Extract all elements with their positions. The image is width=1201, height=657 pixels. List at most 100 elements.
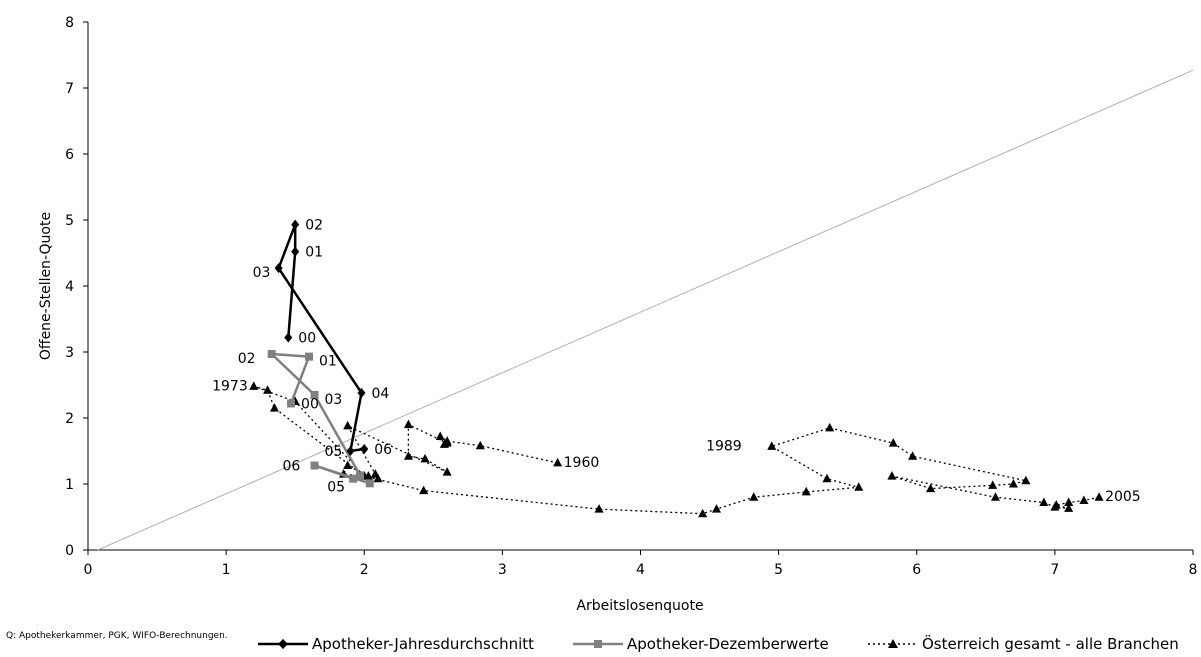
data-point: [442, 438, 452, 447]
y-tick-label: 2: [65, 411, 74, 427]
x-tick-label: 6: [912, 562, 921, 578]
data-point: [594, 504, 604, 513]
point-label: 01: [319, 354, 337, 370]
data-point: [403, 451, 413, 460]
point-label: 00: [301, 396, 319, 412]
data-point: [360, 444, 369, 455]
x-tick-label: 7: [1050, 562, 1059, 578]
data-point: [267, 349, 276, 358]
series-layer: [249, 219, 1104, 518]
data-point: [356, 471, 365, 480]
legend-label: Österreich gesamt - alle Branchen: [922, 635, 1179, 653]
data-point: [419, 485, 429, 495]
x-tick-label: 4: [636, 562, 645, 578]
point-label: 03: [325, 392, 343, 408]
data-point: [1094, 492, 1104, 501]
data-point: [287, 399, 296, 408]
data-point: [310, 390, 319, 399]
data-point: [698, 508, 708, 518]
series-line: [253, 385, 1100, 515]
point-label: 1989: [706, 438, 742, 454]
data-point: [767, 441, 777, 450]
data-point: [343, 420, 353, 430]
x-tick-label: 0: [84, 562, 93, 578]
legend-swatch-diamond-icon: [258, 639, 308, 649]
data-point: [291, 246, 300, 257]
point-label: 06: [374, 442, 392, 458]
y-axis-title: Offene-Stellen-Quote: [38, 212, 54, 360]
data-point: [263, 385, 273, 394]
reference-layer: [97, 69, 1194, 551]
y-tick-label: 5: [65, 213, 74, 229]
data-point: [349, 474, 358, 483]
legend-item-jahresdurchschnitt: Apotheker-Jahresdurchschnitt: [256, 633, 556, 655]
y-tick-label: 4: [65, 279, 74, 295]
data-point: [343, 460, 353, 470]
x-tick-label: 1: [222, 562, 231, 578]
data-point: [926, 483, 936, 493]
x-tick-label: 3: [498, 562, 507, 578]
data-point: [711, 504, 721, 513]
point-label: 1973: [212, 378, 248, 394]
data-point: [435, 431, 445, 440]
data-point: [825, 422, 835, 432]
y-tick-label: 1: [65, 477, 74, 493]
point-label: 03: [253, 265, 271, 281]
data-point: [801, 486, 811, 496]
series-line: [270, 352, 371, 485]
data-point: [1064, 503, 1074, 512]
point-label: 1960: [564, 455, 600, 471]
x-tick-label: 5: [774, 562, 783, 578]
legend-label: Apotheker-Dezemberwerte: [627, 635, 829, 653]
data-point: [284, 332, 293, 343]
data-point: [274, 263, 283, 274]
data-point: [442, 467, 452, 476]
point-label: 01: [305, 245, 323, 261]
data-point: [475, 440, 485, 450]
data-point: [305, 352, 313, 361]
data-point: [403, 419, 413, 429]
data-point: [269, 403, 279, 412]
point-label: 05: [327, 480, 345, 496]
data-point: [822, 473, 832, 483]
data-point: [291, 219, 300, 230]
x-tick-label: 8: [1189, 562, 1198, 578]
data-point: [357, 387, 366, 398]
legend-swatch-triangle-icon: [868, 639, 918, 648]
data-point: [420, 453, 430, 463]
data-point: [887, 471, 897, 480]
y-tick-label: 6: [65, 147, 74, 163]
point-label: 04: [371, 386, 389, 402]
data-point: [373, 473, 383, 483]
data-point: [249, 381, 259, 390]
y-tick-label: 7: [65, 81, 74, 97]
data-point: [1039, 497, 1049, 506]
data-point: [888, 438, 898, 447]
data-point: [1051, 500, 1061, 509]
data-point: [553, 457, 563, 467]
data-point: [346, 446, 355, 456]
data-point: [749, 492, 759, 501]
source-note: Q: Apothekerkammer, PGK, WIFO-Berechnung…: [6, 631, 228, 641]
data-point: [365, 479, 374, 488]
data-point: [854, 482, 864, 491]
legend-item-oesterreich: Österreich gesamt - alle Branchen: [866, 633, 1201, 655]
point-label: 02: [238, 351, 256, 367]
point-label: 05: [324, 444, 342, 460]
data-point: [1008, 479, 1018, 488]
point-label: 02: [305, 218, 323, 234]
data-point: [990, 492, 1000, 501]
data-point: [1021, 475, 1031, 485]
legend: Apotheker-Jahresdurchschnitt Apotheker-D…: [256, 633, 1201, 655]
x-tick-label: 2: [360, 562, 369, 578]
legend-swatch-square-icon: [573, 640, 623, 648]
data-point: [908, 451, 918, 460]
legend-item-dezemberwerte: Apotheker-Dezemberwerte: [571, 633, 831, 655]
data-point: [988, 480, 998, 489]
data-point: [310, 461, 319, 470]
y-tick-label: 0: [65, 543, 74, 559]
point-label: 2005: [1105, 489, 1141, 505]
